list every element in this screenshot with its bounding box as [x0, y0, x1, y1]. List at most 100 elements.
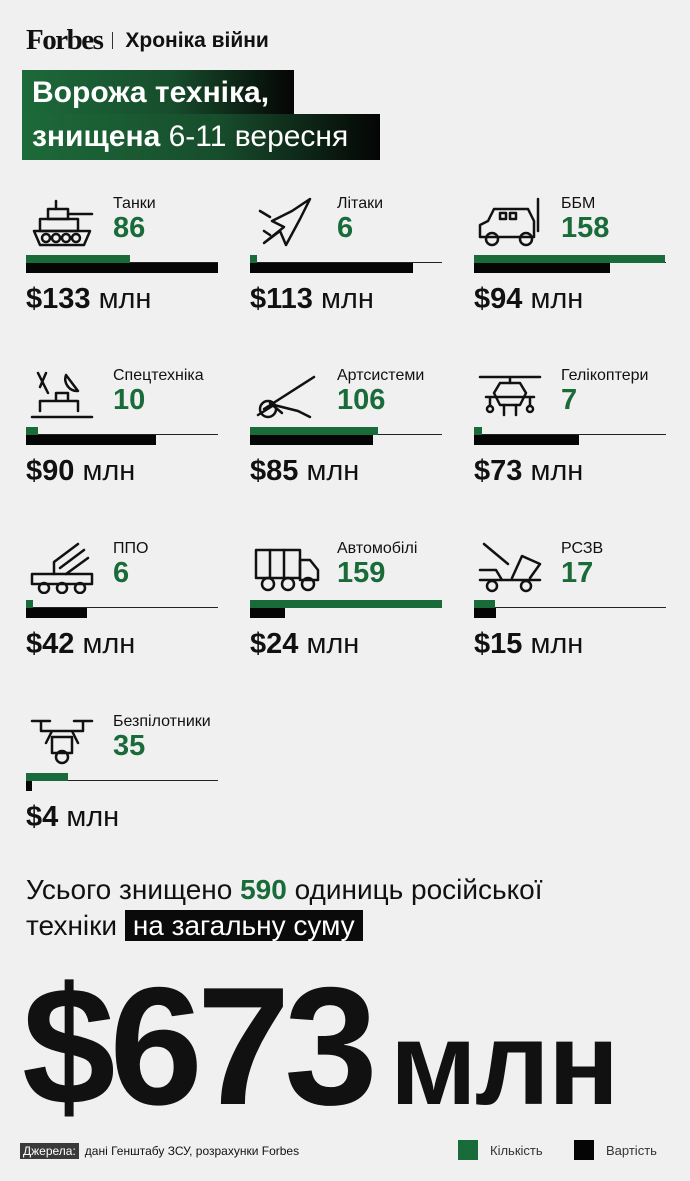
count-label: 106 — [337, 384, 386, 416]
panel-air-defense: ППО 6 $42 млн — [26, 540, 218, 690]
legend-label-quantity: Кількість — [490, 1142, 543, 1158]
category-label: РСЗВ — [561, 540, 604, 557]
bar-cost — [250, 608, 285, 618]
bar-quantity — [250, 600, 442, 608]
plane-icon — [258, 197, 312, 247]
forbes-logo: Forbes — [26, 24, 104, 56]
air-defense-icon — [30, 542, 94, 594]
title-line-2: знищена 6-11 вересня — [22, 114, 380, 160]
count-label: 86 — [113, 212, 146, 244]
bar-quantity — [250, 255, 258, 263]
cost-label: $15 млн — [474, 628, 583, 661]
count-label: 7 — [561, 384, 578, 416]
cost-value: $15 — [474, 628, 523, 660]
bar-quantity — [250, 427, 378, 435]
category-label: Літаки — [337, 195, 384, 212]
count-label: 158 — [561, 212, 610, 244]
bar-cost — [250, 435, 373, 445]
cost-unit: млн — [82, 455, 136, 487]
cost-value: $85 — [250, 455, 299, 487]
tank-icon — [32, 199, 94, 247]
bar-cost — [26, 608, 87, 618]
bar-baseline — [26, 780, 218, 781]
category-label: Артсистеми — [337, 367, 425, 384]
legend-swatch-cost — [574, 1140, 594, 1160]
cost-value: $4 — [26, 801, 59, 833]
count-label: 10 — [113, 384, 146, 416]
bar-cost — [474, 608, 496, 618]
panel-drone: Безпілотники 35 $4 млн — [26, 713, 218, 863]
cost-value: $133 — [26, 283, 91, 315]
summary-pre: Усього знищено — [26, 874, 233, 905]
cost-unit: млн — [530, 283, 584, 315]
truck-icon — [254, 548, 320, 592]
bar-quantity — [26, 427, 39, 435]
bar-baseline — [26, 607, 218, 608]
bar-baseline — [250, 262, 442, 263]
bar-quantity — [26, 600, 34, 608]
cost-value: $73 — [474, 455, 523, 487]
cost-label: $24 млн — [250, 628, 359, 661]
count-label: 159 — [337, 557, 386, 589]
legend-cost: Вартість — [574, 1140, 657, 1160]
legend-label-cost: Вартість — [606, 1142, 657, 1158]
count-label: 35 — [113, 730, 146, 762]
panel-armored-vehicle: ББМ 158 $94 млн — [474, 195, 666, 345]
summary: Усього знищено 590 одиниць російської те… — [26, 872, 543, 944]
cost-unit: млн — [82, 628, 136, 660]
category-label: Безпілотники — [113, 713, 211, 730]
summary-line2: техніки — [26, 910, 118, 941]
total-unit: млн — [389, 998, 620, 1130]
panel-truck: Автомобілі 159 $24 млн — [250, 540, 442, 690]
summary-mid: одиниць російської — [294, 874, 543, 905]
cost-value: $90 — [26, 455, 75, 487]
panel-radar: Спецтехніка 10 $90 млн — [26, 367, 218, 517]
summary-count: 590 — [240, 874, 287, 905]
category-label: Спецтехніка — [113, 367, 204, 384]
cost-unit: млн — [530, 628, 584, 660]
legend-swatch-quantity — [458, 1140, 478, 1160]
bar-quantity — [474, 427, 483, 435]
radar-icon — [30, 371, 94, 419]
count-label: 17 — [561, 557, 594, 589]
drone-icon — [30, 719, 94, 765]
cost-value: $113 — [250, 283, 313, 315]
cost-unit: млн — [306, 455, 360, 487]
cost-unit: млн — [306, 628, 360, 660]
cost-value: $24 — [250, 628, 299, 660]
title-text-2: знищена — [32, 120, 161, 153]
helicopter-icon — [478, 375, 542, 417]
category-label: Автомобілі — [337, 540, 418, 557]
panel-helicopter: Гелікоптери 7 $73 млн — [474, 367, 666, 517]
rocket-launcher-icon — [478, 542, 542, 593]
bar-quantity — [26, 773, 69, 781]
cost-unit: млн — [320, 283, 374, 315]
count-label: 6 — [113, 557, 130, 589]
panel-tank: Танки 86 $133 млн — [26, 195, 218, 345]
total-amount: $673 — [22, 952, 378, 1140]
bar-cost — [474, 263, 610, 273]
panel-plane: Літаки 6 $113 млн — [250, 195, 442, 345]
divider — [112, 32, 114, 49]
armored-vehicle-icon — [478, 197, 540, 247]
bar-cost — [474, 435, 580, 445]
bar-quantity — [26, 255, 130, 263]
footer: Джерела: дані Генштабу ЗСУ, розрахунки F… — [20, 1143, 299, 1159]
category-label: Гелікоптери — [561, 367, 649, 384]
source-label: Джерела: — [20, 1143, 79, 1159]
source-text: дані Генштабу ЗСУ, розрахунки Forbes — [84, 1144, 300, 1158]
summary-highlight: на загальну суму — [124, 910, 363, 941]
cost-value: $42 — [26, 628, 75, 660]
title-dates: 6-11 вересня — [168, 120, 349, 153]
cost-label: $4 млн — [26, 801, 119, 834]
category-label: ППО — [113, 540, 149, 557]
count-label: 6 — [337, 212, 354, 244]
cost-unit: млн — [530, 455, 584, 487]
title-text-1: Ворожа техніка, — [32, 76, 270, 109]
category-label: ББМ — [561, 195, 596, 212]
bar-cost — [250, 263, 414, 273]
cost-label: $133 млн — [26, 283, 151, 316]
header: Forbes Хроніка війни — [26, 24, 269, 57]
bar-quantity — [474, 255, 665, 263]
cost-unit: млн — [66, 801, 120, 833]
